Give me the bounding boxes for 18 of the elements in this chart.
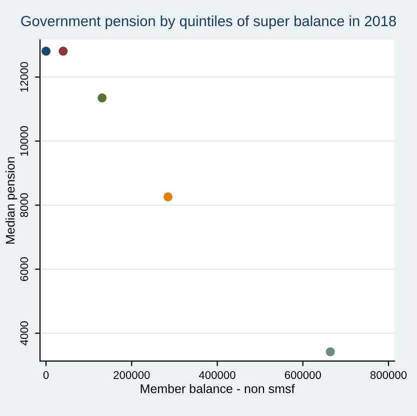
point bbox=[164, 192, 173, 202]
y-tick-label: 10000 bbox=[20, 126, 28, 156]
x-tick-label: 400000 bbox=[198, 371, 236, 379]
point bbox=[326, 347, 335, 356]
x-tick-label: 600000 bbox=[284, 371, 321, 379]
y-tick-label: 6000 bbox=[20, 257, 28, 281]
x-tick-label: 0 bbox=[43, 371, 49, 379]
y-tick-label: 8000 bbox=[20, 193, 28, 218]
y-tick-label: 12000 bbox=[20, 62, 28, 92]
x-tick-label: 800000 bbox=[370, 371, 407, 379]
y-tick-label: 4000 bbox=[20, 321, 28, 346]
point bbox=[42, 46, 51, 56]
x-tick-label: 200000 bbox=[114, 371, 150, 379]
point bbox=[58, 46, 68, 56]
point bbox=[98, 93, 107, 102]
chart-title: Government pension by quintiles of super balance in 2018 bbox=[21, 16, 396, 30]
y-axis-title: Median pension bbox=[6, 157, 18, 244]
x-axis-title: Member balance - non smsf bbox=[140, 384, 295, 394]
